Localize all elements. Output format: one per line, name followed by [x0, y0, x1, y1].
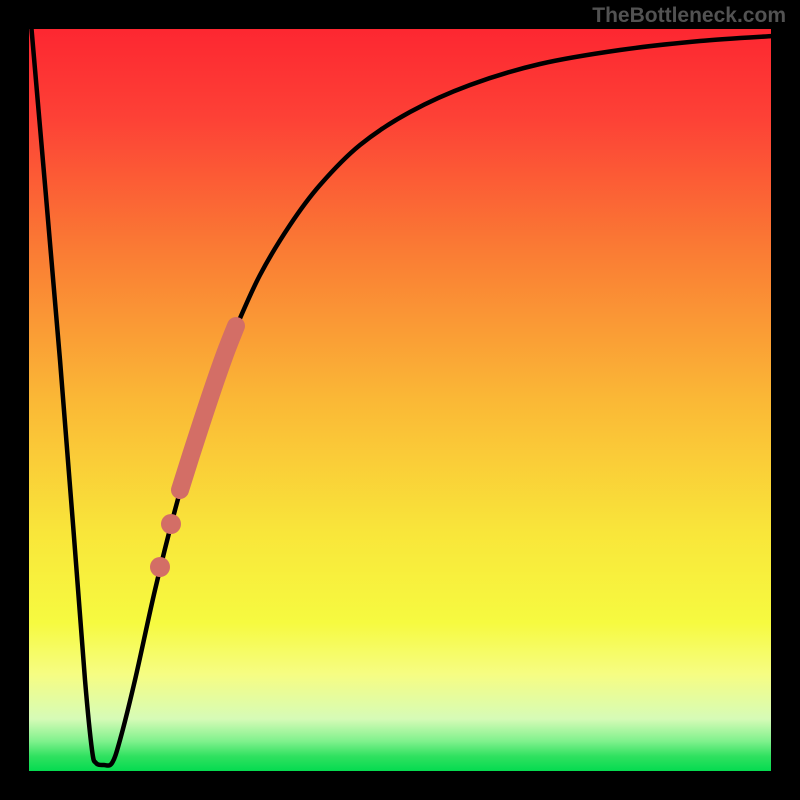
watermark-label: TheBottleneck.com — [592, 4, 786, 28]
chart-svg — [0, 0, 800, 800]
bottleneck-chart: TheBottleneck.com — [0, 0, 800, 800]
